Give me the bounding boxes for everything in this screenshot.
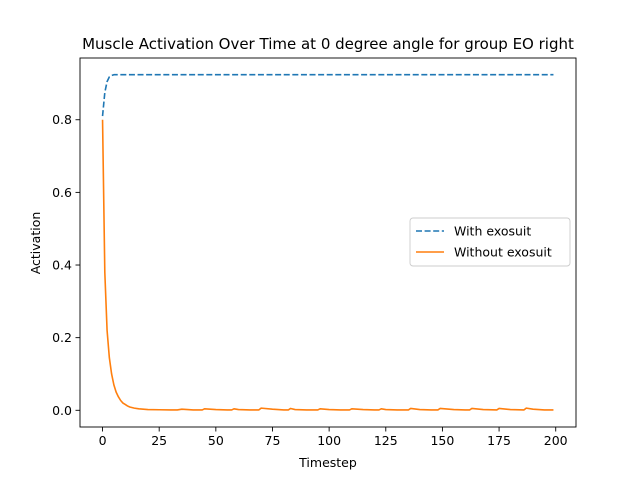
legend-label-with-exosuit: With exosuit: [454, 224, 531, 239]
legend-box: [409, 217, 571, 267]
x-tick-label: 0: [99, 433, 107, 448]
y-tick-label: 0.0: [52, 403, 72, 418]
x-tick-label: 125: [374, 433, 398, 448]
chart-title: Muscle Activation Over Time at 0 degree …: [82, 35, 574, 53]
series-line-with-exosuit: [101, 73, 554, 117]
y-tick-label: 0.6: [52, 185, 72, 200]
x-tick-label: 100: [317, 433, 341, 448]
series-line-without-exosuit: [101, 119, 554, 411]
plot-area: 0 25 50 75 100 125 150 175 200 0.0 0.2 0.4 0.6 0.8 Wit…: [52, 57, 577, 448]
x-tick-label: 150: [430, 433, 454, 448]
y-tick-label: 0.8: [52, 112, 72, 127]
plot-frame: [79, 57, 577, 428]
x-tick-label: 50: [208, 433, 224, 448]
legend-label-without-exosuit: Without exosuit: [454, 245, 552, 260]
x-tick-label: 75: [265, 433, 281, 448]
y-tick-label: 0.4: [52, 258, 72, 273]
y-tick-label: 0.2: [52, 330, 72, 345]
x-tick-label: 25: [151, 433, 167, 448]
y-axis-title: Activation: [28, 212, 43, 275]
x-tick-label: 175: [487, 433, 511, 448]
x-axis-title: Timestep: [298, 455, 357, 470]
x-tick-label: 200: [544, 433, 568, 448]
